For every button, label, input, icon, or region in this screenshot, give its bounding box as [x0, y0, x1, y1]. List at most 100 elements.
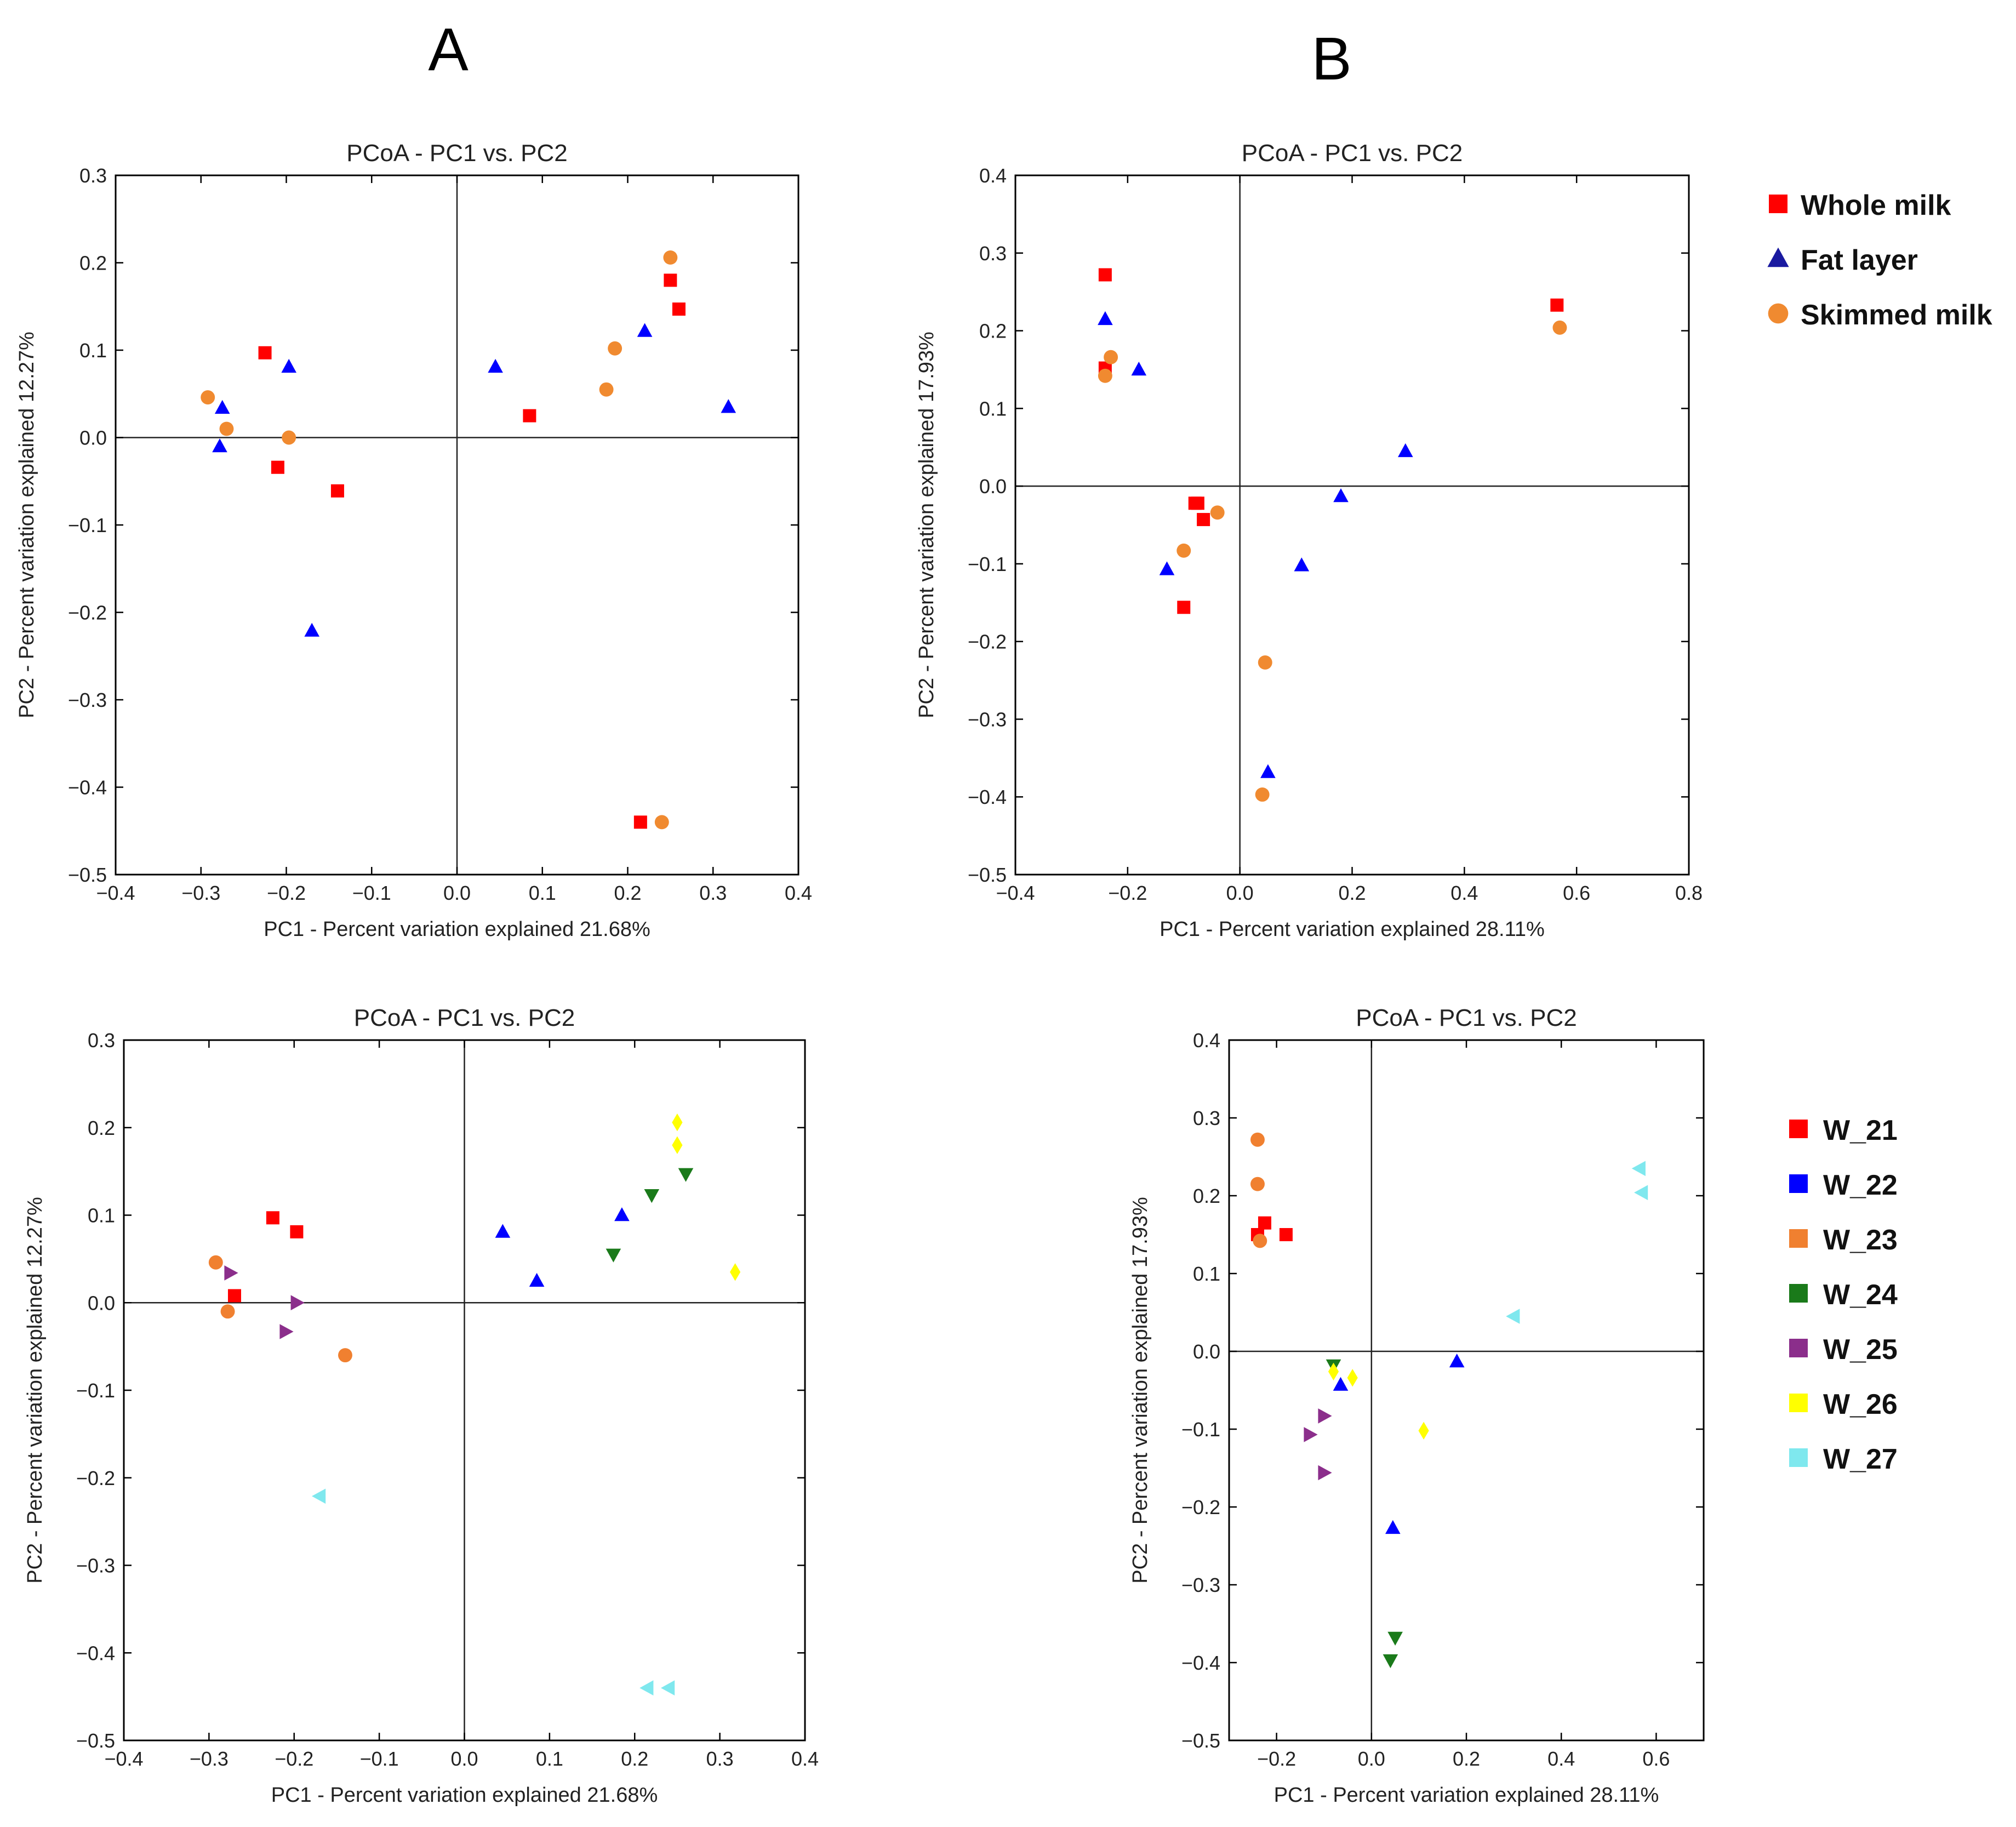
- y-tick-label: −0.5: [76, 1729, 115, 1752]
- y-tick-label: −0.3: [76, 1555, 115, 1577]
- y-axis-label: PC2 - Percent variation explained 17.93%: [915, 332, 938, 718]
- legend-label: W_22: [1823, 1169, 1898, 1201]
- x-tick-label: −0.2: [275, 1748, 313, 1770]
- chart-title: PCoA - PC1 vs. PC2: [1356, 1004, 1577, 1031]
- legend-marker: [1789, 1174, 1808, 1193]
- legend-marker: [1789, 1229, 1808, 1248]
- series-w-21: [227, 1211, 304, 1303]
- x-tick-label: −0.3: [181, 882, 220, 904]
- series-w-24: [1326, 1359, 1403, 1669]
- data-point: [661, 1680, 675, 1695]
- y-tick-label: 0.2: [79, 252, 107, 275]
- y-tick-label: −0.1: [1181, 1418, 1220, 1441]
- legend-label: W_27: [1823, 1443, 1898, 1475]
- x-axis-label: PC1 - Percent variation explained 21.68%: [271, 1784, 658, 1807]
- x-tick-label: −0.4: [996, 882, 1035, 904]
- pcoa-chart-3: −0.4 −0.3 −0.2 −0.1 0.0 0.1 0.2 0.3 0.4−0.5−0.4−…: [24, 1004, 819, 1807]
- data-point: [672, 1136, 683, 1154]
- y-tick-label: 0.3: [1193, 1107, 1220, 1129]
- legend-label: W_21: [1823, 1115, 1898, 1146]
- y-axis-label: PC2 - Percent variation explained 12.27%: [15, 332, 38, 718]
- data-point: [1258, 655, 1272, 670]
- y-tick-label: 0.2: [88, 1117, 115, 1139]
- data-point: [1318, 1465, 1332, 1481]
- data-point: [599, 382, 614, 397]
- data-point: [279, 1324, 294, 1339]
- data-point: [281, 358, 296, 373]
- legend-marker: [1789, 1284, 1808, 1303]
- series-fat-layer: [1098, 311, 1413, 778]
- y-tick-label: −0.4: [68, 777, 107, 799]
- data-point: [672, 1114, 683, 1132]
- y-tick-label: 0.0: [79, 427, 107, 449]
- data-point: [1177, 601, 1191, 614]
- data-point: [1258, 1216, 1271, 1230]
- data-point: [488, 358, 503, 373]
- x-tick-label: 0.2: [1338, 882, 1366, 904]
- x-tick-label: 0.0: [1226, 882, 1254, 904]
- y-tick-label: −0.2: [76, 1467, 115, 1489]
- data-point: [1098, 368, 1112, 383]
- legend-label: Fat layer: [1801, 244, 1918, 276]
- data-point: [1328, 1362, 1339, 1381]
- plot-frame: [1014, 174, 1690, 876]
- data-point: [608, 341, 622, 356]
- x-tick-label: 0.3: [699, 882, 727, 904]
- x-tick-label: −0.3: [190, 1748, 229, 1770]
- data-point: [637, 323, 653, 337]
- series-w-23: [208, 1255, 352, 1363]
- y-tick-label: 0.0: [979, 475, 1007, 498]
- y-tick-label: 0.2: [979, 320, 1007, 342]
- chart-title: PCoA - PC1 vs. PC2: [346, 140, 567, 167]
- data-point: [1197, 513, 1210, 527]
- legend-marker: [1768, 303, 1789, 324]
- y-tick-label: −0.5: [68, 864, 107, 886]
- y-tick-label: 0.3: [979, 242, 1007, 265]
- series-w-26: [672, 1114, 741, 1281]
- legend-label: W_25: [1823, 1334, 1898, 1366]
- data-point: [282, 430, 296, 445]
- y-tick-label: 0.0: [88, 1292, 115, 1314]
- x-tick-label: 0.2: [1453, 1748, 1480, 1770]
- x-tick-label: −0.2: [1108, 882, 1147, 904]
- data-point: [1385, 1520, 1401, 1534]
- data-point: [266, 1211, 279, 1225]
- data-point: [212, 438, 227, 453]
- y-axis-label: PC2 - Percent variation explained 12.27%: [24, 1197, 47, 1584]
- legend-marker: [1789, 1448, 1808, 1467]
- x-tick-label: 0.4: [1450, 882, 1478, 904]
- data-point: [1398, 443, 1413, 458]
- y-tick-label: 0.4: [1193, 1029, 1220, 1052]
- legend-label: W_26: [1823, 1389, 1898, 1420]
- legend-marker: [1789, 1339, 1808, 1357]
- series-w-27: [1506, 1161, 1648, 1324]
- x-tick-label: 0.1: [536, 1748, 563, 1770]
- x-tick-label: −0.4: [104, 1748, 143, 1770]
- panel-label-a: A: [428, 16, 469, 83]
- data-point: [330, 484, 344, 498]
- data-point: [639, 1680, 654, 1695]
- data-point: [220, 1304, 235, 1319]
- series-w-23: [1250, 1132, 1267, 1248]
- data-point: [529, 1272, 545, 1287]
- y-tick-label: 0.2: [1193, 1185, 1220, 1207]
- data-point: [1304, 1427, 1318, 1442]
- data-point: [614, 1207, 630, 1221]
- data-point: [208, 1255, 223, 1270]
- series-skimmed-milk: [201, 250, 678, 830]
- y-tick-label: −0.2: [968, 631, 1007, 653]
- series-skimmed-milk: [1098, 320, 1567, 802]
- data-point: [633, 815, 647, 829]
- data-point: [227, 1289, 241, 1303]
- y-tick-label: −0.1: [968, 553, 1007, 575]
- pcoa-chart-4: −0.2 0.0 0.2 0.4 0.6 −0.5 −0.4 −0.3 −0.2 −0.1 0.0 0…: [1129, 1004, 1705, 1807]
- data-point: [1253, 1234, 1267, 1248]
- data-point: [1506, 1309, 1520, 1324]
- x-tick-label: 0.0: [443, 882, 471, 904]
- series-fat-layer: [212, 323, 736, 637]
- series-whole-milk: [1098, 268, 1564, 614]
- data-point: [304, 623, 319, 637]
- data-point: [1250, 1132, 1265, 1147]
- x-tick-label: 0.2: [614, 882, 641, 904]
